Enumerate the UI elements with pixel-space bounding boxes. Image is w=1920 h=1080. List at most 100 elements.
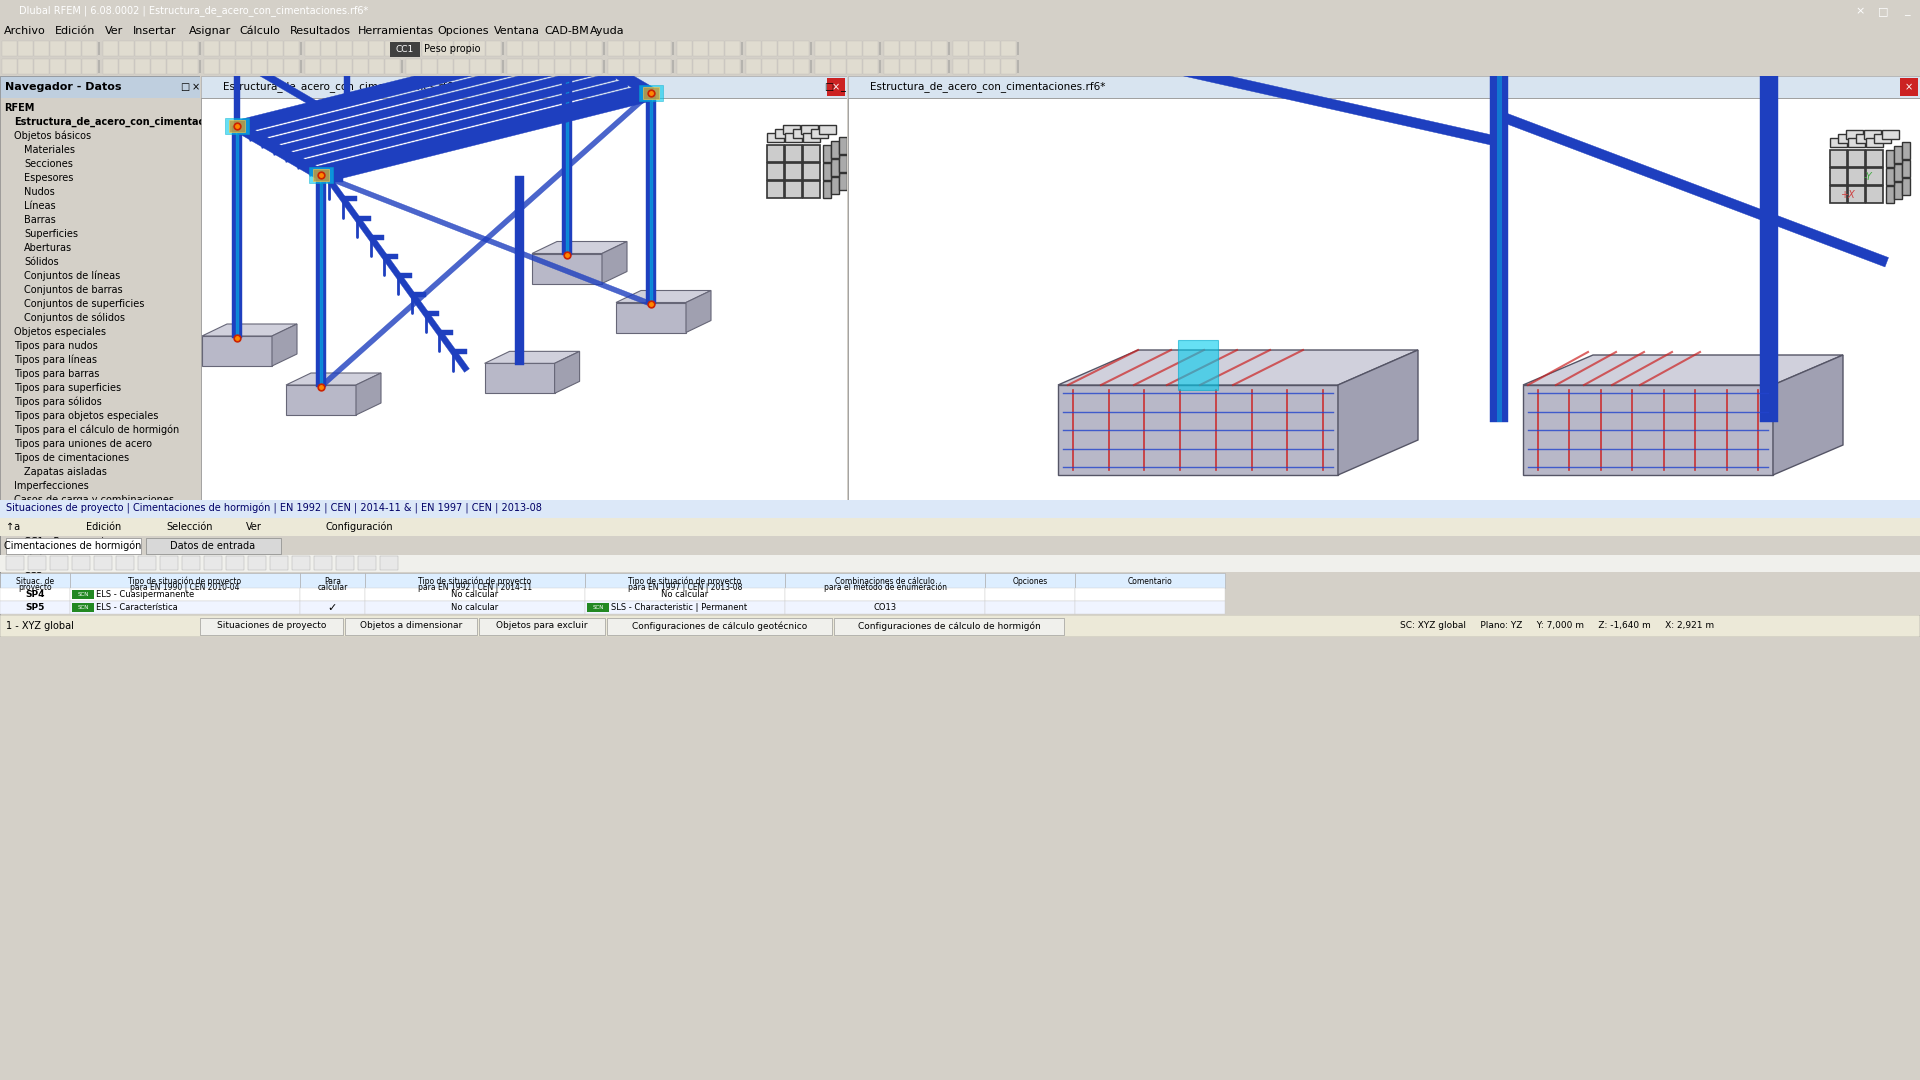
Bar xyxy=(708,59,724,75)
Polygon shape xyxy=(1173,64,1500,147)
Bar xyxy=(726,41,739,56)
Text: Tipo de situación de proyecto: Tipo de situación de proyecto xyxy=(129,577,242,586)
Text: CO13: CO13 xyxy=(874,603,897,612)
Bar xyxy=(778,59,793,75)
Text: CC1: CC1 xyxy=(396,44,415,54)
Text: ELS - Cuasipermanente: ELS - Cuasipermanente xyxy=(96,590,194,599)
Text: Tipo de situación de proyecto: Tipo de situación de proyecto xyxy=(419,577,532,586)
Bar xyxy=(1903,141,1910,159)
Bar xyxy=(747,41,760,56)
Polygon shape xyxy=(355,373,380,415)
Bar xyxy=(236,59,252,75)
Polygon shape xyxy=(555,351,580,393)
Bar xyxy=(386,41,399,56)
Bar xyxy=(766,145,783,162)
Bar xyxy=(365,600,586,615)
Text: Tipos para uniones de acero: Tipos para uniones de acero xyxy=(13,438,152,449)
Polygon shape xyxy=(236,55,323,110)
Bar xyxy=(167,59,182,75)
Bar xyxy=(453,41,468,56)
Bar xyxy=(916,41,931,56)
Bar xyxy=(931,41,947,56)
Bar xyxy=(559,38,574,50)
Bar xyxy=(678,59,691,75)
Text: CC3: CC3 xyxy=(23,565,44,575)
Polygon shape xyxy=(603,242,628,283)
Bar xyxy=(831,141,839,158)
Bar xyxy=(1874,134,1891,143)
Bar xyxy=(762,59,778,75)
Polygon shape xyxy=(413,292,426,297)
Bar xyxy=(480,618,605,635)
Polygon shape xyxy=(296,79,628,170)
Text: Objetos especiales: Objetos especiales xyxy=(13,327,106,337)
Text: No calcular: No calcular xyxy=(451,603,499,612)
Bar xyxy=(221,59,234,75)
Bar xyxy=(134,41,150,56)
Bar xyxy=(657,41,670,56)
Text: Selección: Selección xyxy=(165,522,213,532)
Text: Resultados: Resultados xyxy=(290,26,351,36)
Bar xyxy=(321,41,336,56)
Text: Barras: Barras xyxy=(23,215,56,225)
Bar xyxy=(507,41,522,56)
Polygon shape xyxy=(321,173,653,307)
Text: Tipos de cimentaciones: Tipos de cimentaciones xyxy=(13,453,129,463)
Bar xyxy=(300,573,365,588)
Bar xyxy=(1857,134,1874,143)
Text: Tipos para objetos especiales: Tipos para objetos especiales xyxy=(13,411,157,421)
Polygon shape xyxy=(319,87,653,180)
Text: _: _ xyxy=(841,82,845,92)
Bar xyxy=(785,163,803,180)
Bar xyxy=(405,41,420,56)
Bar xyxy=(985,600,1075,615)
Bar xyxy=(284,59,300,75)
Polygon shape xyxy=(284,72,616,162)
Bar xyxy=(831,159,839,176)
Text: Conjuntos de sólidos: Conjuntos de sólidos xyxy=(23,313,125,323)
Bar xyxy=(35,59,50,75)
Bar xyxy=(365,573,586,588)
Bar xyxy=(69,588,300,600)
Bar xyxy=(1179,340,1217,390)
Bar xyxy=(741,60,743,73)
Bar xyxy=(1830,150,1847,167)
Bar xyxy=(252,41,267,56)
Text: Secciones: Secciones xyxy=(23,159,73,168)
Bar xyxy=(693,41,708,56)
Bar xyxy=(353,59,369,75)
Bar xyxy=(182,41,198,56)
Bar xyxy=(1893,164,1903,181)
Text: Tipos para superficies: Tipos para superficies xyxy=(13,383,121,393)
Bar xyxy=(146,538,280,554)
Bar xyxy=(657,59,670,75)
Bar xyxy=(952,59,968,75)
Bar xyxy=(453,59,468,75)
Bar xyxy=(6,556,23,570)
Bar xyxy=(555,59,570,75)
Bar xyxy=(624,59,639,75)
Text: Casos de carga y combinaciones: Casos de carga y combinaciones xyxy=(13,495,175,505)
Text: Espesores: Espesores xyxy=(23,173,73,183)
Text: Archivo: Archivo xyxy=(4,26,46,36)
Bar xyxy=(741,42,743,55)
Bar xyxy=(1075,588,1225,600)
Text: RFEM: RFEM xyxy=(4,103,35,113)
Bar xyxy=(104,59,117,75)
Polygon shape xyxy=(440,329,453,335)
Bar xyxy=(1075,600,1225,615)
Polygon shape xyxy=(532,242,628,254)
Bar xyxy=(570,41,586,56)
Bar xyxy=(776,129,791,138)
Text: Estructura_de_acero_con_cimentaciones.rf6*: Estructura_de_acero_con_cimentaciones.rf… xyxy=(223,82,459,93)
Bar xyxy=(810,60,812,73)
Polygon shape xyxy=(344,31,349,98)
Bar xyxy=(98,60,100,73)
Text: Ver: Ver xyxy=(106,26,123,36)
Bar xyxy=(401,60,403,73)
Text: No calcular: No calcular xyxy=(660,590,708,599)
Bar xyxy=(182,59,198,75)
Text: calcular: calcular xyxy=(317,583,348,592)
Text: No calcular: No calcular xyxy=(451,590,499,599)
Bar xyxy=(336,556,353,570)
